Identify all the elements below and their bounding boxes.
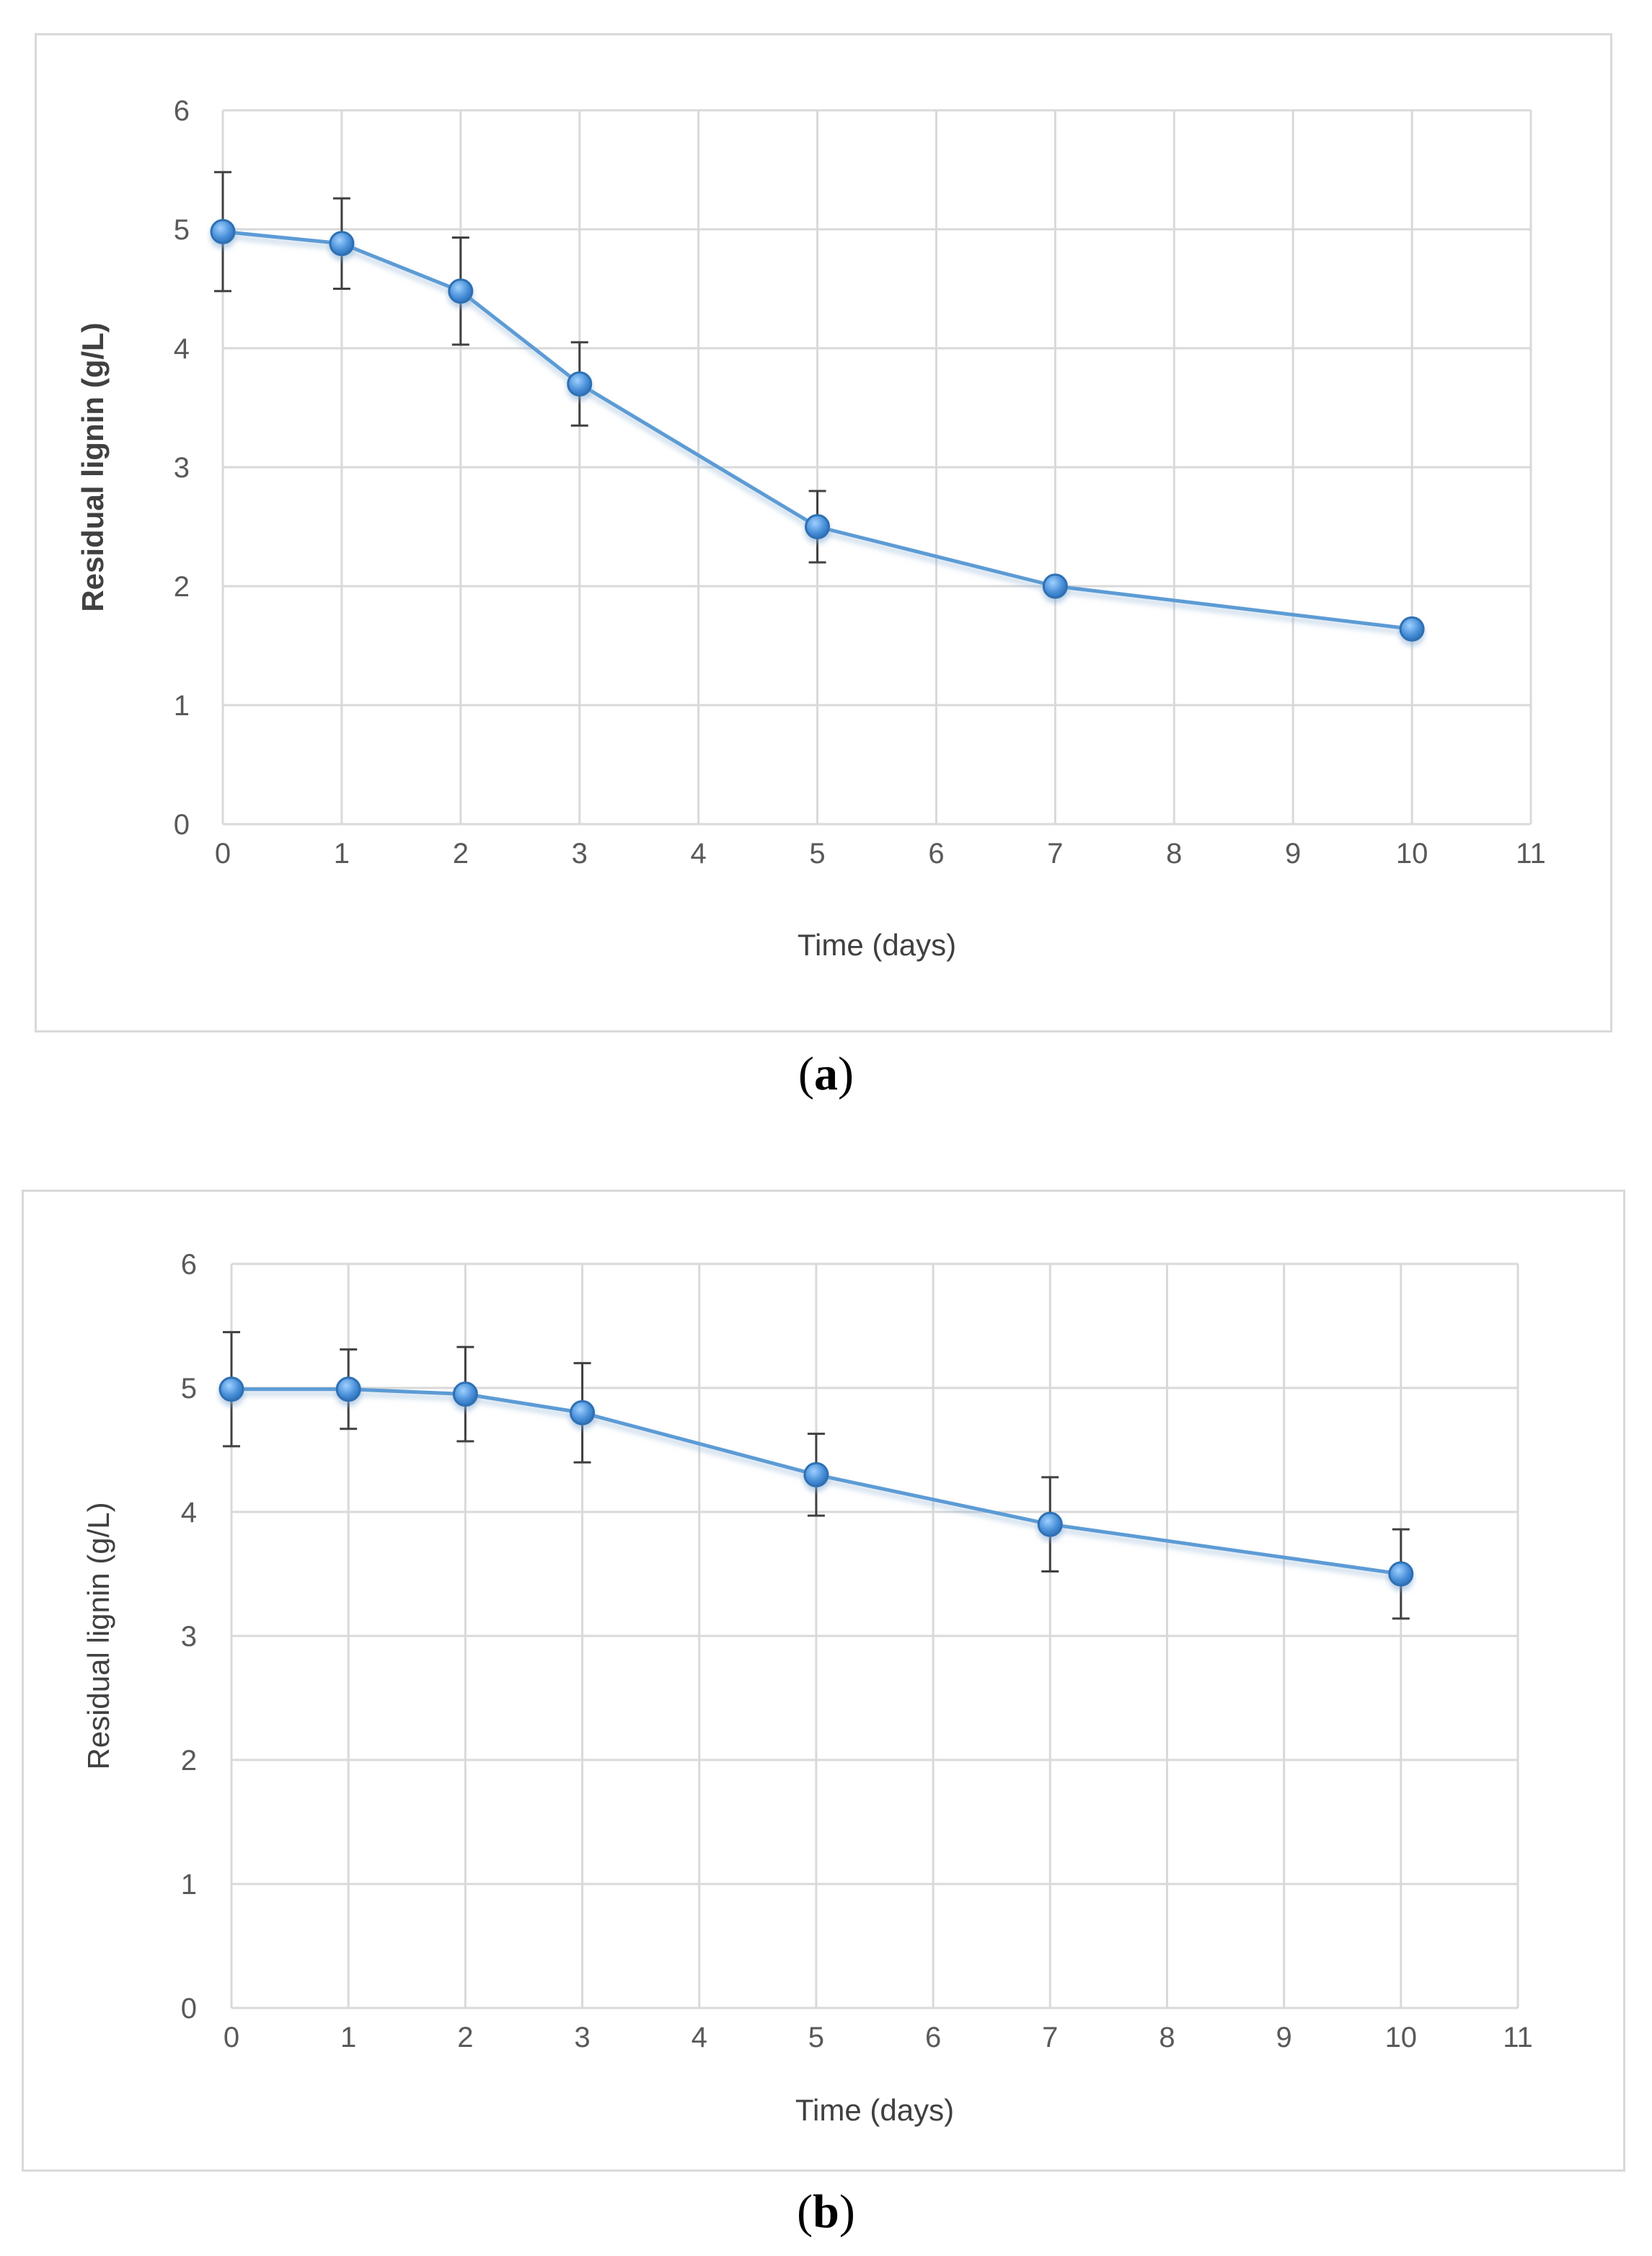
chart-b-x-tick-label: 3 bbox=[574, 2022, 590, 2053]
chart-a-data-point-7 bbox=[1042, 573, 1068, 599]
chart-b-x-tick-label: 11 bbox=[1503, 2022, 1533, 2053]
chart-a-data-point-1 bbox=[329, 231, 355, 257]
chart-b-x-axis-title: Time (days) bbox=[795, 2093, 954, 2127]
chart-b-data-point-1 bbox=[335, 1376, 361, 1402]
chart-a-data-point-3 bbox=[567, 371, 593, 397]
chart-a-data-point-0 bbox=[210, 218, 236, 244]
chart-a-x-tick-label: 11 bbox=[1516, 838, 1546, 870]
chart-a-y-tick-label: 1 bbox=[174, 690, 190, 722]
chart-b-y-tick-label: 4 bbox=[181, 1497, 197, 1529]
chart-b-y-axis-title: Residual lignin (g/L) bbox=[81, 1502, 115, 1769]
chart-a-x-tick-label: 5 bbox=[809, 838, 825, 870]
chart-a-y-tick-label: 6 bbox=[174, 95, 190, 127]
chart-a-x-tick-label: 6 bbox=[928, 838, 944, 870]
chart-b-data-point-7 bbox=[1037, 1511, 1063, 1537]
chart-b-x-tick-label: 9 bbox=[1276, 2022, 1292, 2053]
chart-b-y-tick-label: 1 bbox=[181, 1869, 197, 1901]
chart-b-x-tick-label: 0 bbox=[224, 2022, 239, 2053]
chart-b-x-tick-label: 4 bbox=[692, 2022, 707, 2053]
chart-a-x-tick-label: 1 bbox=[334, 838, 350, 870]
chart-b-y-tick-label: 5 bbox=[181, 1373, 197, 1405]
chart-panel-b: 0 1 2 3 4 5 6 7 8 9 10 11 0 1 2 3 4 5 6 Time (days) Residual… bbox=[22, 1190, 1625, 2172]
chart-b-x-tick-label: 1 bbox=[340, 2022, 356, 2053]
chart-a-x-tick-label: 4 bbox=[691, 838, 707, 870]
chart-a-x-tick-label: 7 bbox=[1047, 838, 1063, 870]
chart-a-x-tick-label: 3 bbox=[572, 838, 588, 870]
chart-b-svg: 0 1 2 3 4 5 6 7 8 9 10 11 0 1 2 3 4 5 6 Time (days) Residual… bbox=[81, 1249, 1533, 2127]
chart-a-data-point-2 bbox=[448, 278, 474, 304]
chart-a-y-tick-label: 3 bbox=[174, 452, 190, 484]
chart-a-x-tick-label: 0 bbox=[215, 838, 231, 870]
caption-a: (a) bbox=[798, 1048, 854, 1100]
chart-a-y-tick-label: 5 bbox=[174, 214, 190, 246]
chart-a-y-tick-label: 2 bbox=[174, 571, 190, 603]
chart-b-x-tick-label: 10 bbox=[1385, 2022, 1418, 2053]
chart-a-y-tick-label: 4 bbox=[174, 333, 190, 365]
chart-b-x-tick-label: 8 bbox=[1159, 2022, 1175, 2053]
chart-b-data-point-3 bbox=[570, 1399, 596, 1425]
chart-b-x-tick-label: 6 bbox=[925, 2022, 941, 2053]
caption-a-label: a bbox=[814, 1048, 838, 1100]
chart-b-y-tick-label: 3 bbox=[181, 1621, 197, 1653]
chart-a-x-tick-label: 9 bbox=[1285, 838, 1301, 870]
chart-panel-a: 0 1 2 3 4 5 6 7 8 9 10 11 0 1 2 3 4 5 6 Time (days) Residual… bbox=[35, 33, 1612, 1032]
chart-a-x-axis-title: Time (days) bbox=[798, 928, 956, 962]
chart-b-data-point-0 bbox=[218, 1376, 244, 1402]
chart-a-svg: 0 1 2 3 4 5 6 7 8 9 10 11 0 1 2 3 4 5 6 Time (days) Residual… bbox=[76, 95, 1546, 962]
chart-a-data-point-5 bbox=[805, 514, 831, 539]
chart-b-x-tick-label: 5 bbox=[808, 2022, 824, 2053]
chart-a-y-axis-title: Residual lignin (g/L) bbox=[76, 322, 110, 611]
chart-a-x-tick-label: 2 bbox=[453, 838, 469, 870]
chart-b-data-point-10 bbox=[1388, 1561, 1414, 1587]
chart-b-x-tick-label: 7 bbox=[1042, 2022, 1058, 2053]
caption-b: (b) bbox=[797, 2185, 855, 2238]
chart-a-data-point-10 bbox=[1399, 616, 1425, 642]
chart-b-y-tick-label: 6 bbox=[181, 1249, 197, 1280]
chart-a-x-tick-label: 10 bbox=[1396, 838, 1428, 870]
chart-b-x-tick-label: 2 bbox=[457, 2022, 473, 2053]
chart-a-x-tick-label: 8 bbox=[1166, 838, 1182, 870]
caption-b-label: b bbox=[813, 2185, 839, 2238]
chart-b-data-point-5 bbox=[803, 1461, 829, 1487]
chart-b-y-tick-label: 0 bbox=[181, 1993, 197, 2025]
chart-b-y-tick-label: 2 bbox=[181, 1745, 197, 1777]
chart-b-data-point-2 bbox=[452, 1381, 478, 1407]
chart-a-y-tick-label: 0 bbox=[174, 809, 190, 841]
